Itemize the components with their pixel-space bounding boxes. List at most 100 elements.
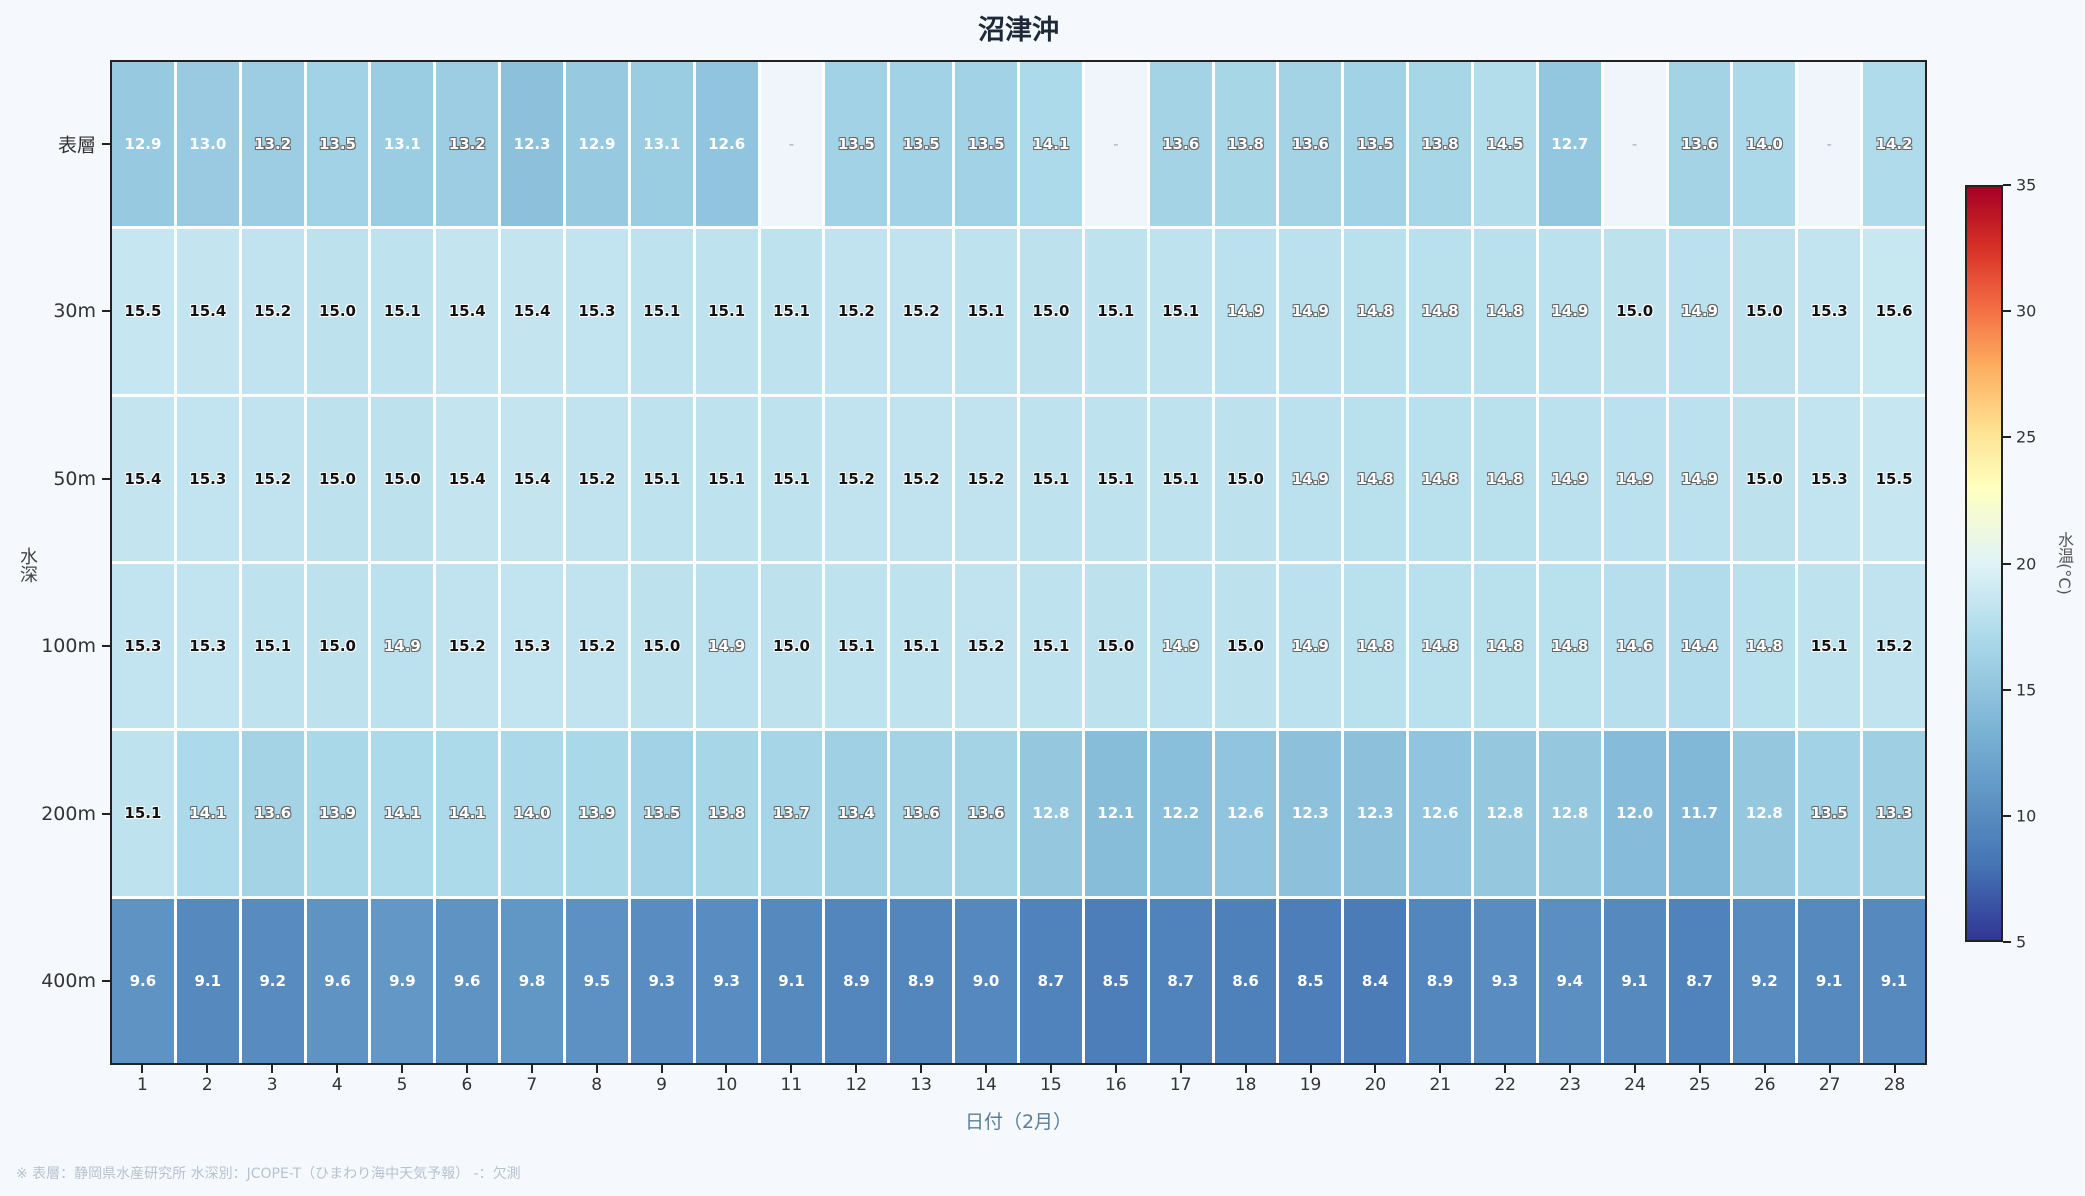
x-tick-label: 8 [591, 1075, 603, 1095]
y-tick-label: 50m [53, 467, 96, 490]
heatmap-cell: 13.5 [1344, 62, 1407, 227]
heatmap-cell: 15.1 [695, 229, 758, 394]
heatmap-cell: 15.1 [1020, 563, 1082, 729]
heatmap-cell: 14.9 [1538, 229, 1601, 394]
x-tick [1179, 1065, 1182, 1073]
x-tick-label: 28 [1883, 1075, 1906, 1095]
x-tick-label: 19 [1299, 1075, 1322, 1095]
heatmap-cell: 12.8 [1020, 731, 1082, 896]
heatmap-cell: 14.9 [695, 563, 758, 729]
heatmap-cell: 13.5 [825, 62, 888, 227]
heatmap-cell: 9.3 [1474, 898, 1536, 1063]
heatmap-cell: 12.1 [1084, 731, 1147, 896]
x-tick [1309, 1065, 1312, 1073]
heatmap-cell: 15.0 [1733, 229, 1796, 394]
heatmap-cell: 14.9 [1149, 563, 1212, 729]
heatmap-cell: 8.9 [825, 898, 888, 1063]
heatmap-cell: 13.2 [241, 62, 304, 227]
heatmap-cell: 15.4 [436, 229, 499, 394]
heatmap-cell: 15.1 [241, 563, 304, 729]
heatmap-cell: 15.3 [1798, 396, 1861, 561]
heatmap-cell: 15.2 [241, 229, 304, 394]
heatmap-cell: 13.6 [1149, 62, 1212, 227]
heatmap-cell: 13.1 [371, 62, 434, 227]
x-tick [271, 1065, 274, 1073]
heatmap-cell: 9.6 [436, 898, 499, 1063]
x-tick [1763, 1065, 1766, 1073]
colorbar-tick [2003, 310, 2011, 313]
heatmap-cell: 12.7 [1538, 62, 1601, 227]
heatmap-cell: 15.0 [306, 229, 369, 394]
x-tick-label: 13 [910, 1075, 932, 1095]
y-tick-label: 200m [41, 802, 96, 825]
x-axis: 1 2 3 4 5 6 7 8 9 10 11 12 13 14 15 16 17 18 19 20 21 22 23 24 2… [110, 1065, 1927, 1105]
heatmap-cell: 14.6 [1603, 563, 1666, 729]
x-tick-label: 11 [780, 1075, 803, 1095]
x-tick-label: 17 [1169, 1075, 1192, 1095]
y-tick [102, 812, 110, 815]
heatmap-cell: 8.9 [1409, 898, 1471, 1063]
heatmap-cell: 14.8 [1538, 563, 1601, 729]
colorbar-title: 水温(°C) [2055, 531, 2074, 595]
colorbar-tick-label: 20 [2016, 554, 2037, 573]
colorbar [1965, 185, 2003, 942]
heatmap-cell: 15.1 [695, 396, 758, 561]
heatmap-cell: 13.5 [630, 731, 693, 896]
x-tick [1698, 1065, 1701, 1073]
x-tick-label: 3 [266, 1075, 278, 1095]
x-tick-label: 21 [1429, 1075, 1452, 1095]
heatmap-cell: 15.2 [1863, 563, 1925, 729]
heatmap-cell: 15.1 [955, 229, 1017, 394]
heatmap-cell: 14.8 [1474, 563, 1536, 729]
heatmap-cell: 15.1 [1084, 229, 1147, 394]
heatmap-cell: 13.1 [630, 62, 693, 227]
x-tick-label: 14 [975, 1075, 997, 1095]
colorbar-tick-label: 5 [2016, 932, 2027, 952]
colorbar-tick-label: 25 [2016, 427, 2037, 447]
heatmap-cell: 9.0 [955, 898, 1017, 1063]
y-tick-label: 表層 [57, 134, 96, 157]
heatmap-cell: 15.1 [630, 229, 693, 394]
colorbar-tick-label: 30 [2016, 301, 2037, 321]
heatmap-cell: 13.5 [890, 62, 953, 227]
heatmap-cell: 15.1 [1149, 229, 1212, 394]
heatmap-cell: 15.0 [1214, 396, 1277, 561]
heatmap-cell: 14.0 [501, 731, 563, 896]
heatmap-cell: 13.8 [1409, 62, 1471, 227]
x-tick-label: 26 [1753, 1075, 1776, 1095]
heatmap-cell: 15.0 [306, 563, 369, 729]
heatmap-cell: 8.4 [1344, 898, 1407, 1063]
x-tick [985, 1065, 988, 1073]
heatmap-cell: 15.0 [630, 563, 693, 729]
heatmap-cell: 15.1 [825, 563, 888, 729]
heatmap-cell: - [1603, 62, 1666, 227]
heatmap-cell: 14.4 [1668, 563, 1731, 729]
heatmap-cell: 15.0 [760, 563, 823, 729]
y-tick [102, 310, 110, 313]
heatmap-cell: 15.1 [760, 229, 823, 394]
heatmap-cell: 15.0 [306, 396, 369, 561]
x-tick-label: 7 [526, 1075, 538, 1095]
heatmap-cell: 12.8 [1538, 731, 1601, 896]
x-tick-label: 10 [715, 1075, 738, 1095]
heatmap-cell: 14.9 [1603, 396, 1666, 561]
colorbar-tick-label: 10 [2016, 806, 2037, 826]
heatmap-cell: 15.1 [112, 731, 174, 896]
heatmap-cell: 14.9 [1668, 396, 1731, 561]
heatmap-cell: - [1798, 62, 1861, 227]
x-tick-label: 9 [656, 1075, 667, 1095]
heatmap-cell: 15.1 [371, 229, 434, 394]
heatmap-cell: 13.6 [890, 731, 953, 896]
heatmap-cell: 14.1 [176, 731, 239, 896]
heatmap-cell: 14.2 [1863, 62, 1925, 227]
heatmap-cell: 15.0 [1733, 396, 1796, 561]
heatmap-cell: 9.5 [566, 898, 628, 1063]
x-tick-label: 5 [396, 1075, 408, 1095]
x-tick [920, 1065, 923, 1073]
heatmap-cell: 15.0 [1214, 563, 1277, 729]
x-tick-label: 22 [1494, 1075, 1517, 1095]
heatmap-cell: 9.1 [1798, 898, 1861, 1063]
x-tick-label: 1 [137, 1075, 148, 1095]
heatmap-cell: 8.7 [1020, 898, 1082, 1063]
heatmap-cell: 12.8 [1474, 731, 1536, 896]
